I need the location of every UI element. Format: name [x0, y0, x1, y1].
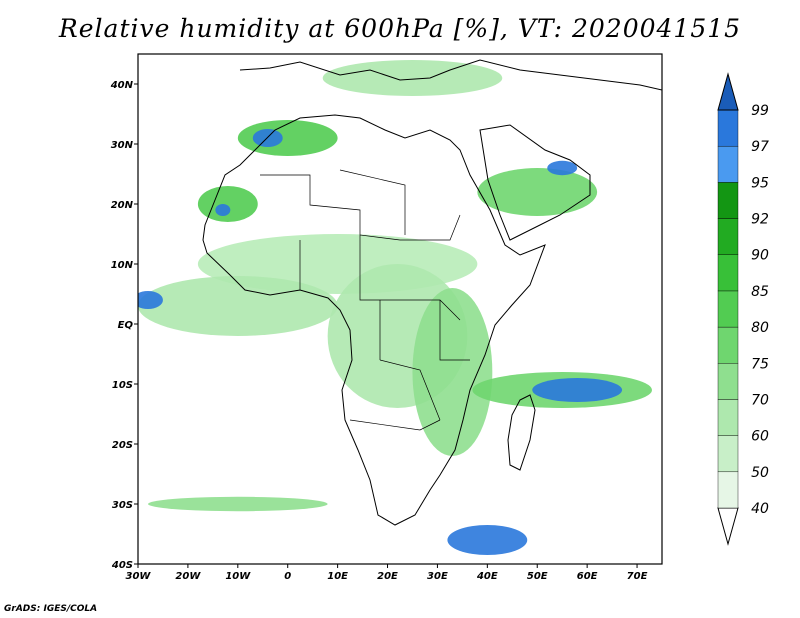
- map-title: Relative humidity at 600hPa [%], VT: 202…: [58, 14, 742, 43]
- europe-coastline: [239, 59, 662, 91]
- x-axis: 30W 20W 10W 0 10E 20E 30E 40E 50E 60E 70E: [126, 564, 648, 582]
- colorbar-swatch: [717, 471, 739, 509]
- humidity-region-south-africa-front: [447, 525, 528, 555]
- humidity-region-persian-gulf: [547, 160, 578, 176]
- colorbar-label: 92: [751, 212, 769, 228]
- colorbar-label: 40: [751, 501, 769, 517]
- humidity-region-atlas-core: [252, 129, 283, 147]
- humidity-region-indian-ocean-core: [532, 378, 623, 402]
- humidity-region-mediterranean: [322, 60, 503, 96]
- humidity-region-south-atlantic-front: [147, 496, 328, 512]
- x-tick-label: 10W: [225, 571, 251, 582]
- x-tick-label: 30W: [126, 571, 152, 582]
- colorbar-label: 50: [751, 465, 769, 481]
- colorbar-label: 80: [751, 320, 769, 336]
- plot-frame: [137, 53, 663, 565]
- colorbar-label: 60: [751, 429, 769, 445]
- colorbar-swatch: [717, 145, 739, 183]
- humidity-region-atlas: [237, 120, 338, 156]
- x-tick-label: 10E: [327, 571, 348, 582]
- humidity-region-west-sahara: [197, 186, 258, 222]
- x-tick-label: 50E: [527, 571, 548, 582]
- colorbar-label: 75: [751, 356, 769, 372]
- x-tick-label: 30E: [427, 571, 448, 582]
- colorbar-swatch: [717, 435, 739, 473]
- y-tick-label: 30S: [112, 500, 133, 511]
- colorbar-label: 90: [751, 248, 769, 264]
- y-tick-label: 10N: [111, 260, 134, 271]
- colorbar-swatch: [717, 290, 739, 328]
- y-tick-label: 40S: [111, 560, 133, 571]
- colorbar-label: 70: [751, 392, 769, 408]
- colorbar-swatch: [717, 254, 739, 292]
- madagascar-coastline: [507, 394, 536, 471]
- borders: [260, 169, 470, 431]
- x-tick-label: 20E: [377, 571, 398, 582]
- colorbar-swatch: [717, 363, 739, 400]
- x-tick-label: 40E: [476, 571, 498, 582]
- x-tick-label: 70E: [627, 571, 648, 582]
- colorbar-over-arrow: [717, 72, 739, 111]
- humidity-field: [138, 60, 653, 555]
- y-axis: 40N 30N 20N 10N EQ 10S 20S 30S 40S: [110, 80, 138, 571]
- colorbar-swatch: [717, 182, 739, 219]
- humidity-region-west-sahara-core: [215, 204, 231, 216]
- colorbar-swatch: [717, 399, 739, 436]
- colorbar-label: 85: [751, 284, 769, 300]
- humidity-region-arabia-band: [477, 168, 598, 216]
- y-tick-label: 40N: [110, 80, 134, 91]
- africa-coastline: [202, 114, 546, 526]
- humidity-region-atlantic-equator: [138, 291, 163, 309]
- y-tick-label: 20N: [111, 200, 134, 211]
- grads-credit: GrADS: IGES/COLA: [4, 604, 98, 614]
- y-tick-label: 10S: [112, 380, 133, 391]
- arabia-coastline: [479, 124, 591, 241]
- y-tick-label: 20S: [112, 440, 133, 451]
- humidity-region-east-africa: [412, 288, 493, 456]
- x-tick-label: 0: [284, 571, 291, 582]
- colorbar-swatch: [717, 326, 739, 364]
- colorbar-swatch: [717, 218, 739, 255]
- colorbar-label: 97: [751, 139, 769, 155]
- y-tick-label: EQ: [118, 320, 134, 331]
- y-tick-label: 30N: [111, 140, 134, 151]
- colorbar-label: 95: [751, 175, 769, 191]
- colorbar-swatch: [717, 109, 739, 147]
- colorbar-label: 99: [751, 103, 769, 119]
- x-tick-label: 20W: [175, 571, 201, 582]
- colorbar-under-arrow: [717, 507, 739, 546]
- x-tick-label: 60E: [577, 571, 598, 582]
- humidity-region-gulf-guinea: [138, 276, 338, 336]
- colorbar: 40 50 60 70 75 80 85 90 92 95 97 99: [717, 72, 769, 546]
- coastlines: [202, 59, 662, 526]
